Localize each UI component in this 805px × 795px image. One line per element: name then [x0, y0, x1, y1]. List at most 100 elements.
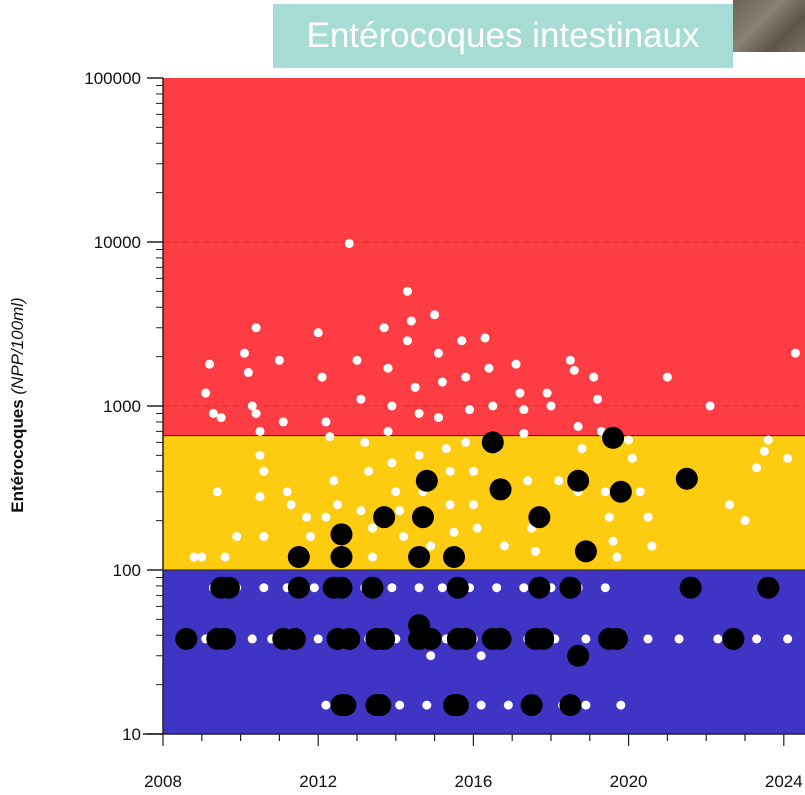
data-point [255, 492, 265, 502]
data-point [643, 512, 653, 522]
data-point [554, 476, 564, 486]
data-point-large [559, 694, 582, 717]
data-point [387, 583, 397, 593]
data-point [600, 487, 610, 497]
data-point [472, 523, 482, 533]
data-point [356, 506, 366, 516]
data-point [523, 476, 533, 486]
data-point [247, 634, 257, 644]
data-point-large [446, 694, 469, 717]
data-point [333, 500, 343, 510]
data-point [387, 458, 397, 468]
data-point [220, 552, 230, 562]
data-point-large [675, 467, 698, 490]
data-point-large [369, 694, 392, 717]
series-samples-large [175, 426, 780, 717]
threshold-bands [163, 78, 805, 734]
data-point [624, 435, 634, 445]
data-point [441, 444, 451, 454]
data-point [503, 700, 513, 710]
data-point [480, 333, 490, 343]
data-point [488, 401, 498, 411]
data-point-large [217, 576, 240, 599]
data-point-large [411, 506, 434, 529]
data-point [402, 286, 412, 296]
data-point [457, 336, 467, 346]
data-point [309, 583, 319, 593]
data-point [608, 536, 618, 546]
data-point [752, 463, 762, 473]
data-point [759, 446, 769, 456]
data-point-large [532, 627, 555, 650]
data-point [391, 487, 401, 497]
data-point-large [559, 576, 582, 599]
data-point [662, 372, 672, 382]
data-point [476, 700, 486, 710]
data-point [790, 348, 800, 358]
data-point [282, 487, 292, 497]
data-point [259, 583, 269, 593]
data-point [484, 363, 494, 373]
data-point [259, 532, 269, 542]
data-point [492, 583, 502, 593]
gridlines [163, 241, 805, 571]
x-tick-label: 2016 [454, 772, 492, 791]
data-point [344, 238, 354, 248]
data-point-large [481, 431, 504, 454]
data-point-large [415, 469, 438, 492]
data-point [313, 328, 323, 338]
data-point-large [287, 576, 310, 599]
data-point [573, 421, 583, 431]
data-point [499, 541, 509, 551]
data-point [705, 401, 715, 411]
data-point-large [567, 469, 590, 492]
data-point [581, 700, 591, 710]
data-point-large [330, 523, 353, 546]
axes: 10 100 1000 10000 100000 2008 2012 2016 2020 2024 [84, 69, 805, 791]
data-point [352, 355, 362, 365]
data-point-large [443, 546, 465, 569]
data-point [468, 500, 478, 510]
data-point [205, 359, 215, 369]
data-point-large [287, 546, 310, 569]
data-point [383, 426, 393, 436]
data-point [468, 466, 478, 476]
data-point [445, 466, 455, 476]
y-tick-label: 10 [122, 725, 141, 744]
x-tick-label: 2024 [765, 772, 803, 791]
data-point [565, 355, 575, 365]
data-point [577, 444, 587, 454]
data-point-large [567, 644, 590, 667]
data-point [612, 552, 622, 562]
x-tick-label: 2012 [299, 772, 337, 791]
data-point [752, 634, 762, 644]
data-point [247, 401, 257, 411]
data-point [368, 523, 378, 533]
data-point [278, 417, 288, 427]
data-point [593, 394, 603, 404]
data-point-large [330, 576, 353, 599]
data-point-large [361, 576, 384, 599]
data-point-large [283, 627, 306, 650]
data-point [379, 323, 389, 333]
y-tick-label: 1000 [103, 397, 141, 416]
data-point [356, 394, 366, 404]
data-point [635, 487, 645, 497]
data-point [465, 405, 475, 415]
data-point [302, 512, 312, 522]
data-point [197, 552, 207, 562]
chart-title: Entérocoques intestinaux [273, 4, 733, 68]
data-point [414, 450, 424, 460]
data-point [600, 583, 610, 593]
data-point [368, 552, 378, 562]
data-point-large [528, 506, 551, 529]
data-point [674, 634, 684, 644]
data-point [325, 432, 335, 442]
y-tick-label: 100 [113, 561, 141, 580]
data-point-large [602, 426, 625, 449]
data-point [519, 405, 529, 415]
data-point [546, 401, 556, 411]
data-point [569, 365, 579, 375]
data-point [329, 476, 339, 486]
